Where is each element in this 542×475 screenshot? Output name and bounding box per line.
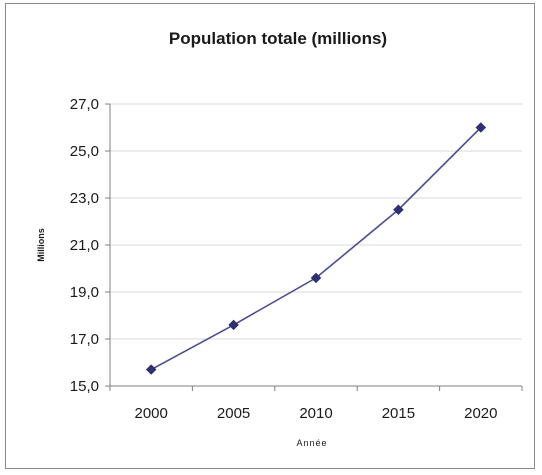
x-axis-label: Année bbox=[296, 438, 327, 448]
axes bbox=[105, 103, 523, 391]
y-tick-label: 15,0 bbox=[70, 378, 99, 395]
x-tick-label: 2010 bbox=[299, 405, 332, 422]
y-tick-label: 25,0 bbox=[70, 143, 99, 160]
y-tick-label: 19,0 bbox=[70, 284, 99, 301]
series-line bbox=[150, 126, 482, 371]
series-population bbox=[145, 122, 487, 375]
x-tick-label: 2000 bbox=[135, 405, 168, 422]
chart-title: Population totale (millions) bbox=[169, 29, 387, 48]
chart-frame bbox=[5, 3, 535, 469]
y-tick-label: 17,0 bbox=[70, 331, 99, 348]
data-point bbox=[228, 319, 239, 331]
data-point bbox=[393, 204, 404, 216]
y-tick-label: 23,0 bbox=[70, 190, 99, 207]
x-tick-labels: 2000 2005 2010 2015 2020 bbox=[135, 405, 498, 422]
x-tick-label: 2005 bbox=[217, 405, 250, 422]
y-tick-label: 21,0 bbox=[70, 237, 99, 254]
y-tick-label: 27,0 bbox=[70, 96, 99, 113]
y-axis-label: Millions bbox=[36, 228, 46, 262]
data-point bbox=[310, 272, 322, 284]
grid-lines bbox=[110, 103, 522, 340]
y-tick-labels: 15,0 17,0 19,0 21,0 23,0 25,0 27,0 bbox=[70, 96, 99, 395]
x-tick-label: 2020 bbox=[464, 405, 497, 422]
data-point bbox=[145, 364, 157, 375]
data-point bbox=[475, 122, 487, 133]
x-tick-label: 2015 bbox=[382, 405, 415, 422]
